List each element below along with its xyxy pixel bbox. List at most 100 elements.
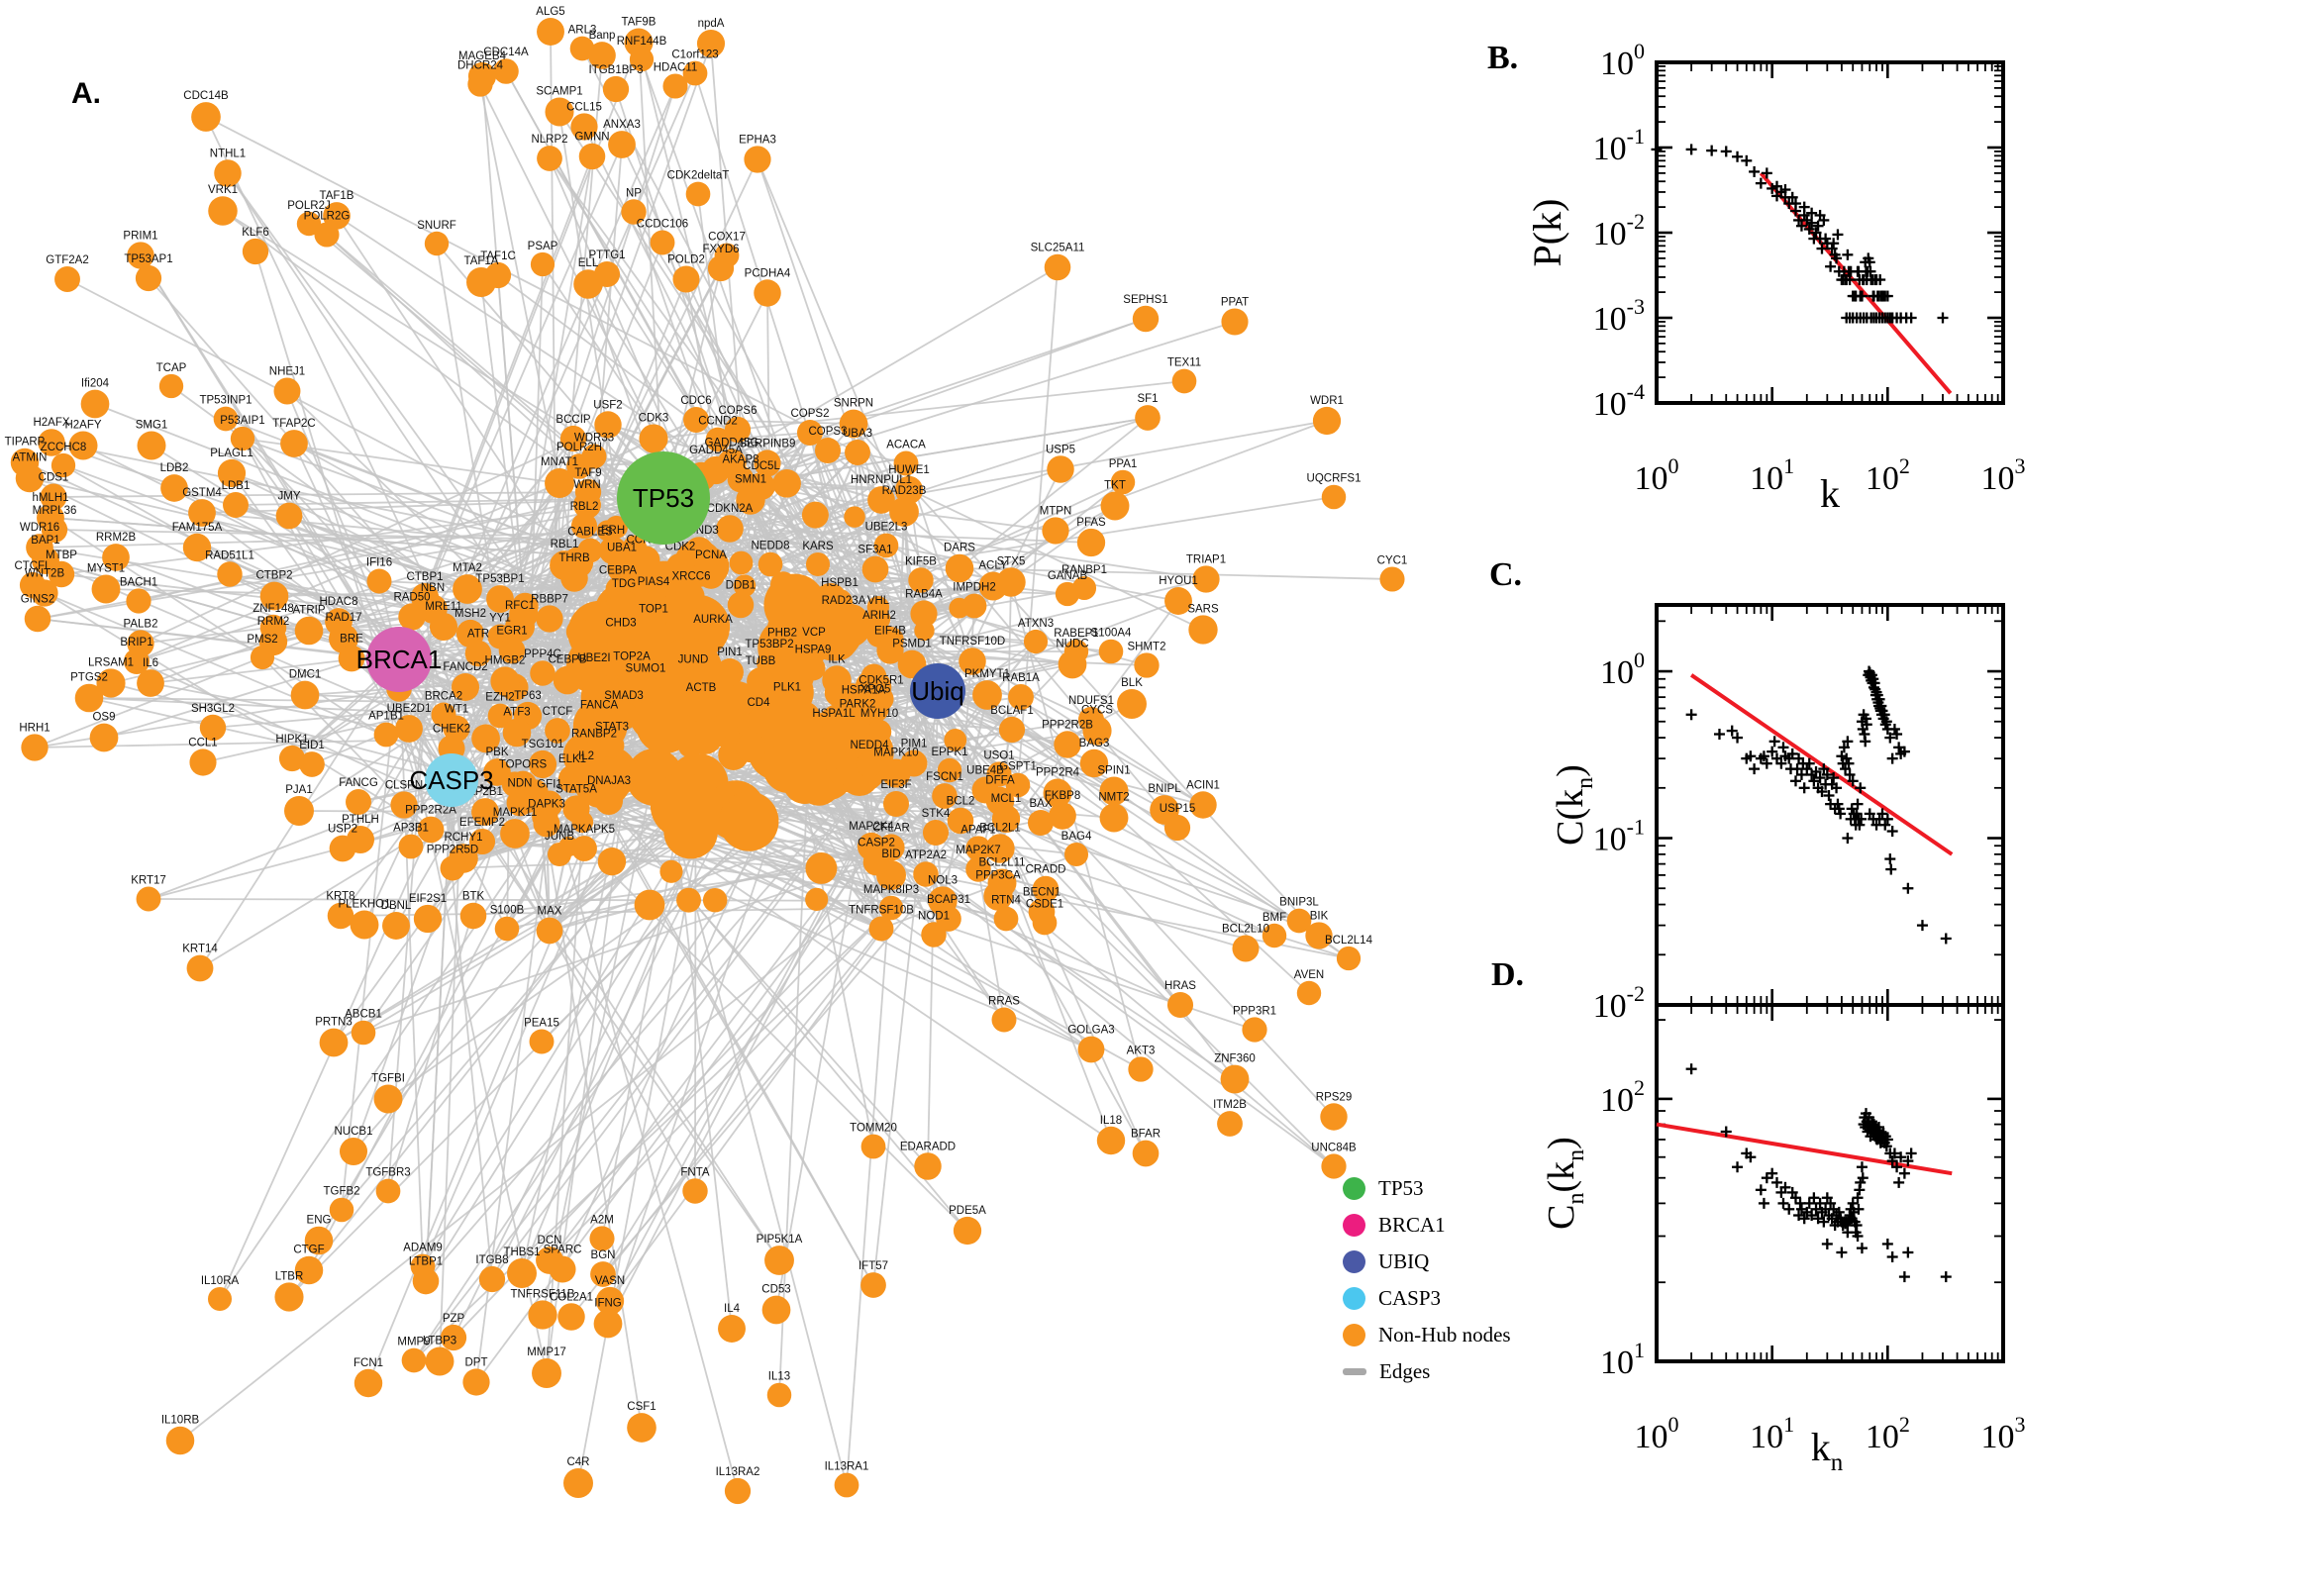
network-node (822, 665, 852, 695)
network-node (1188, 615, 1218, 645)
network-node (1063, 842, 1089, 867)
edge (880, 420, 1328, 501)
network-node (1032, 910, 1058, 936)
network-node (545, 468, 574, 498)
network-node (882, 790, 910, 818)
edge (443, 85, 676, 628)
edge (937, 690, 1112, 1142)
network-node (571, 836, 597, 861)
network-node (705, 427, 731, 452)
network-node (412, 1267, 440, 1295)
network-node (796, 419, 824, 447)
core-blob-node (668, 693, 693, 718)
edge (941, 694, 989, 902)
network-node (814, 437, 842, 464)
network-node (570, 113, 598, 141)
network-node (89, 723, 119, 752)
network-node (350, 910, 379, 940)
network-node (373, 722, 399, 748)
network-node (329, 835, 356, 862)
network-node (502, 718, 532, 748)
core-blob-node (677, 733, 703, 758)
network-node (716, 658, 744, 686)
network-node (536, 790, 563, 818)
network-node (1047, 455, 1074, 483)
edge (585, 773, 874, 1286)
network-node (679, 665, 707, 693)
network-node (878, 895, 904, 921)
network-node (1132, 1140, 1160, 1167)
edge (148, 725, 600, 900)
network-node (1032, 875, 1060, 903)
network-node (425, 1347, 454, 1376)
network-node (581, 740, 607, 765)
network-node (566, 453, 592, 479)
y-axis-title: P(k) (1525, 199, 1569, 267)
tick-label: 100 (1635, 453, 1679, 497)
core-blob-node (702, 887, 728, 913)
network-node (764, 1246, 794, 1275)
network-node (1132, 305, 1160, 333)
edge (37, 618, 400, 660)
network-node (724, 416, 752, 444)
edge (609, 690, 939, 1302)
core-blob-node (650, 772, 717, 839)
core-blob-node (792, 749, 818, 775)
edge (809, 318, 1147, 434)
network-node (424, 231, 450, 256)
network-node (26, 534, 53, 561)
network-node (609, 590, 639, 620)
network-node (937, 757, 962, 783)
network-node (682, 1178, 708, 1204)
edge (60, 497, 664, 575)
network-node (881, 758, 911, 788)
network-node (208, 196, 238, 226)
network-node (578, 143, 606, 170)
network-node (280, 430, 308, 457)
network-node (1135, 405, 1161, 431)
edge (136, 482, 560, 662)
edge (690, 544, 887, 598)
core-blob-node (827, 739, 858, 771)
network-node (299, 751, 325, 777)
network-node (213, 406, 239, 432)
network-node (31, 579, 58, 607)
edge (398, 155, 593, 660)
network-node (1128, 1056, 1154, 1082)
network-node (188, 499, 216, 527)
network-node (602, 75, 630, 103)
network-node (866, 719, 892, 745)
network-node (1320, 1103, 1348, 1131)
network-node (1098, 639, 1124, 664)
network-node (639, 424, 668, 453)
panel-c-label: C. (1489, 556, 1523, 593)
network-node (498, 637, 526, 664)
network-node (707, 254, 735, 282)
network-node (294, 1255, 324, 1285)
network-node (250, 645, 275, 670)
network-node (894, 475, 924, 505)
network-node (953, 1216, 982, 1246)
core-blob-node (770, 571, 796, 597)
network-node (382, 912, 410, 940)
network-node (207, 1286, 233, 1312)
core-blob-node (860, 663, 887, 690)
network-node (1054, 731, 1081, 758)
core-blob-node (801, 501, 829, 529)
network-node (593, 1309, 623, 1339)
network-node (569, 36, 595, 61)
network-node (467, 71, 493, 97)
network-node (395, 715, 423, 743)
network-node (991, 804, 1021, 834)
network-node (1242, 1017, 1267, 1043)
network-node (1099, 803, 1129, 833)
network-node (584, 711, 614, 741)
network-node (545, 718, 570, 744)
network-node (998, 716, 1026, 744)
network-node (68, 431, 98, 460)
edge (695, 419, 855, 425)
network-node (1192, 565, 1220, 593)
network-node (466, 267, 496, 297)
network-node (577, 538, 603, 563)
edge (697, 193, 733, 464)
